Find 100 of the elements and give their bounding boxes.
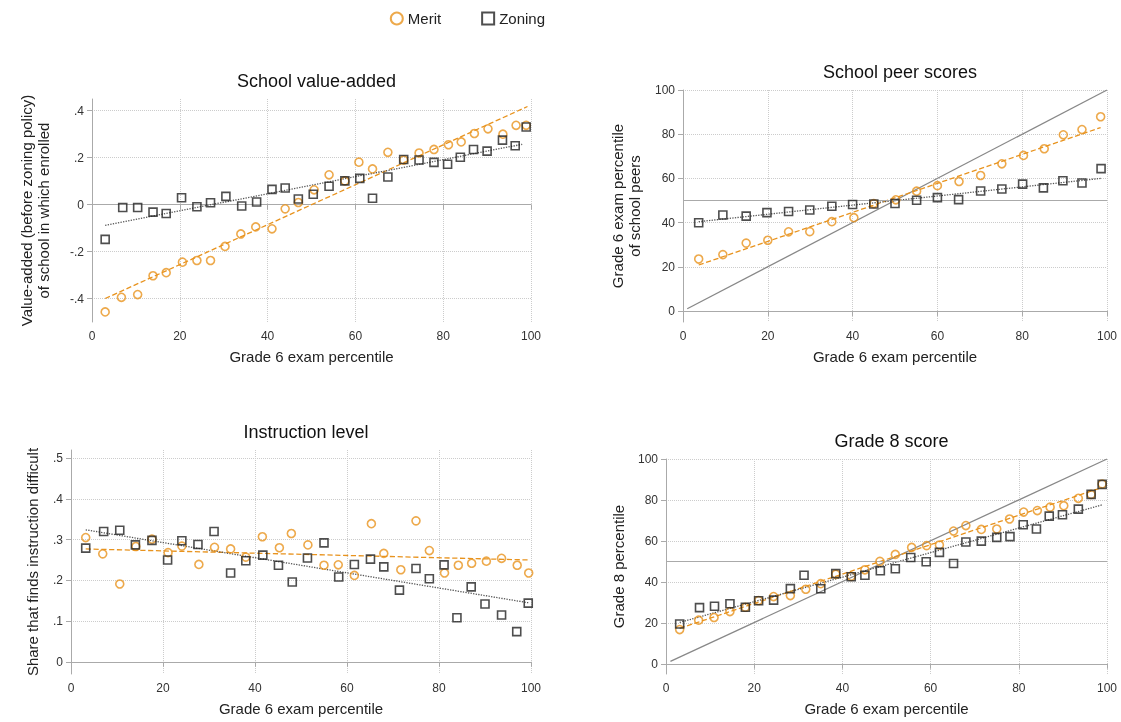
y-tick-label: .2 xyxy=(73,150,85,165)
y-tick-label: -.2 xyxy=(69,244,85,259)
point xyxy=(991,524,1002,534)
point xyxy=(349,559,360,570)
point xyxy=(997,159,1007,169)
point xyxy=(116,292,127,303)
x-tick-label: 80 xyxy=(1012,681,1026,695)
point xyxy=(241,552,251,562)
point xyxy=(498,129,508,140)
x-axis-title: Grade 6 exam percentile xyxy=(229,348,394,365)
point xyxy=(383,147,393,158)
point xyxy=(205,197,216,208)
point xyxy=(911,195,922,206)
point xyxy=(693,254,704,264)
point xyxy=(875,566,886,576)
y-axis-title: Grade 6 exam percentile of school peers xyxy=(609,123,643,289)
y-tick-label: 60 xyxy=(644,533,659,548)
legend-label: Merit xyxy=(407,10,442,27)
point xyxy=(523,598,534,608)
x-tick-label: 20 xyxy=(747,681,762,695)
point xyxy=(162,555,173,565)
point xyxy=(785,590,796,601)
point xyxy=(302,553,313,563)
point xyxy=(192,201,202,212)
point xyxy=(349,570,360,581)
x-tick-label: 20 xyxy=(156,681,170,695)
point xyxy=(241,555,251,566)
point xyxy=(1077,178,1087,188)
point xyxy=(365,554,376,564)
point xyxy=(354,173,365,184)
point xyxy=(439,568,450,578)
point xyxy=(709,612,719,623)
y-tick-label: 100 xyxy=(654,83,676,97)
point xyxy=(815,584,826,594)
point xyxy=(1095,111,1106,122)
point xyxy=(827,216,837,227)
x-axis-title: Grade 6 exam percentile xyxy=(218,700,384,717)
y-tick-label: .2 xyxy=(52,573,64,588)
point xyxy=(891,195,901,205)
point xyxy=(236,201,247,211)
point xyxy=(783,227,794,237)
point xyxy=(674,619,685,629)
point xyxy=(1058,130,1069,140)
point xyxy=(483,124,493,134)
point xyxy=(303,540,313,550)
y-tick-label: -.4 xyxy=(69,291,85,306)
point xyxy=(394,585,405,595)
point xyxy=(496,610,507,620)
point xyxy=(827,201,837,212)
point xyxy=(396,564,406,575)
point xyxy=(333,560,344,570)
point xyxy=(1045,502,1055,512)
y-axis-title: Grade 8 percentile xyxy=(610,504,628,629)
point xyxy=(741,238,751,248)
y-tick-label: 0 xyxy=(651,656,659,671)
point xyxy=(976,536,987,546)
point xyxy=(148,270,158,281)
x-tick-label: 80 xyxy=(1015,329,1030,343)
point xyxy=(906,542,917,553)
point xyxy=(718,249,728,260)
x-tick-label: 100 xyxy=(520,681,542,695)
point xyxy=(414,148,424,158)
point xyxy=(932,192,943,203)
point xyxy=(890,563,901,574)
y-tick-label: .4 xyxy=(73,103,85,118)
point xyxy=(816,578,826,589)
point xyxy=(847,199,858,210)
point xyxy=(452,613,462,623)
y-axis-title: Share that finds instruction difficult xyxy=(24,447,41,677)
point xyxy=(267,184,277,195)
point xyxy=(319,538,329,548)
x-tick-label: 100 xyxy=(1096,329,1118,343)
point xyxy=(258,550,268,560)
point xyxy=(161,267,171,278)
point xyxy=(456,137,466,147)
point xyxy=(911,186,922,196)
point xyxy=(236,229,246,239)
point xyxy=(429,144,439,155)
y-axis-title: Value-added (before zoning policy) of school in which enrolled xyxy=(18,94,52,327)
point xyxy=(1032,505,1043,516)
point xyxy=(367,164,378,174)
point xyxy=(274,542,285,553)
point xyxy=(801,584,811,595)
point xyxy=(961,537,971,547)
point xyxy=(1004,514,1015,524)
point xyxy=(439,560,449,570)
point xyxy=(709,601,720,612)
x-tick-label: 80 xyxy=(432,681,446,695)
point xyxy=(768,595,779,605)
x-tick-label: 40 xyxy=(835,681,850,695)
point xyxy=(975,186,986,196)
point xyxy=(267,224,277,234)
point xyxy=(1031,524,1042,534)
point xyxy=(674,624,685,635)
y-tick-label: .4 xyxy=(52,491,64,506)
chart-title: Grade 8 score xyxy=(834,431,949,451)
point xyxy=(194,559,204,570)
x-tick-label: 80 xyxy=(436,329,451,343)
point xyxy=(220,241,230,252)
point xyxy=(905,552,916,563)
